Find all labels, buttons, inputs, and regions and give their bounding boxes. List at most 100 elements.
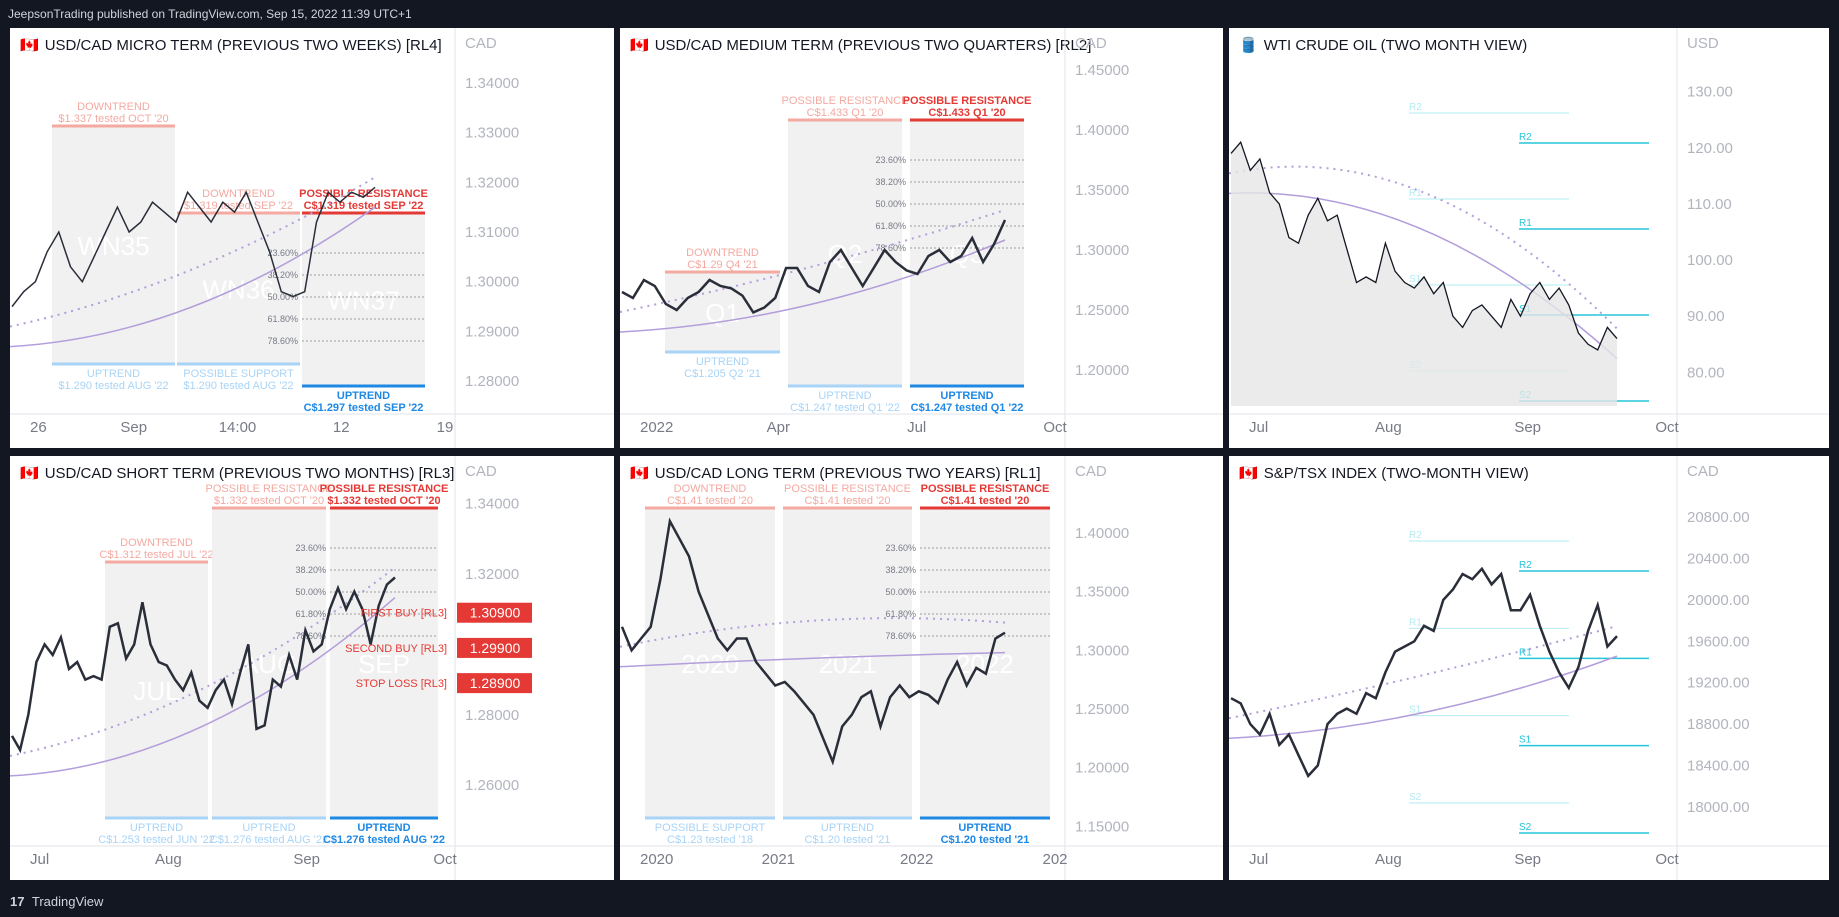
moving-average-dotted-line — [10, 176, 376, 328]
x-tick-label: 12 — [333, 419, 350, 436]
level-price-text: 1.29900 — [470, 640, 521, 656]
resistance-sub-label: $1.332 tested OCT '20 — [214, 495, 324, 507]
footer-brand[interactable]: TradingView — [31, 894, 104, 909]
fib-label: 23.60% — [267, 248, 298, 258]
moving-average-line — [10, 596, 396, 777]
support-label: POSSIBLE SUPPORT — [183, 368, 294, 380]
currency-label: CAD — [465, 463, 497, 480]
moving-average-line — [1229, 655, 1618, 739]
fib-label: 61.80% — [295, 609, 326, 619]
support-sub-label: $1.290 tested AUG '22 — [183, 380, 293, 392]
support-sub-label: C$1.297 tested SEP '22 — [304, 402, 424, 414]
x-tick-label: Sep — [1514, 851, 1541, 868]
zone-watermark: Q2 — [828, 239, 863, 269]
chart-title-text: USD/CAD SHORT TERM (PREVIOUS TWO MONTHS)… — [44, 465, 455, 482]
chart-title-text: S&P/TSX INDEX (TWO-MONTH VIEW) — [1263, 465, 1529, 482]
fib-label: 23.60% — [875, 155, 906, 165]
resistance-label: DOWNTREND — [686, 247, 759, 259]
zone-watermark: WN36 — [202, 275, 274, 305]
price-line — [621, 219, 1007, 314]
resistance-sub-label: $1.337 tested OCT '20 — [58, 113, 168, 125]
oil-barrel-icon: 🛢️ — [1239, 37, 1258, 54]
level-price-text: 1.28900 — [470, 675, 521, 691]
x-tick-label: Jul — [1249, 851, 1268, 868]
support-label: UPTREND — [242, 822, 295, 834]
y-tick-label: 1.40000 — [1075, 525, 1129, 542]
support-sub-label: C$1.253 tested JUN '22 — [98, 834, 214, 846]
y-tick-label: 1.32000 — [465, 174, 519, 191]
x-tick-label: Aug — [155, 851, 182, 868]
chart-title-text: USD/CAD LONG TERM (PREVIOUS TWO YEARS) [… — [654, 465, 1041, 482]
y-tick-label: 20800.00 — [1687, 509, 1750, 526]
support-label: UPTREND — [87, 368, 140, 380]
y-tick-label: 1.31000 — [465, 224, 519, 241]
pivot-label-prev: S1 — [1409, 705, 1422, 716]
x-tick-label: Jul — [1249, 419, 1268, 436]
long-term-chart-panel[interactable]: 🇨🇦 USD/CAD LONG TERM (PREVIOUS TWO YEARS)… — [620, 456, 1223, 880]
y-tick-label: 20400.00 — [1687, 550, 1750, 567]
chart-title-text: USD/CAD MICRO TERM (PREVIOUS TWO WEEKS) … — [44, 37, 442, 54]
chart-title: 🇨🇦 USD/CAD SHORT TERM (PREVIOUS TWO MONTH… — [20, 464, 454, 482]
y-tick-label: 1.15000 — [1075, 818, 1129, 835]
support-sub-label: C$1.247 tested Q1 '22 — [911, 402, 1024, 414]
y-tick-label: 19200.00 — [1687, 675, 1750, 692]
y-tick-label: 80.00 — [1687, 364, 1725, 381]
level-price-badge — [457, 602, 532, 623]
y-tick-label: 100.00 — [1687, 252, 1733, 269]
y-tick-label: 1.34000 — [465, 496, 519, 513]
resistance-sub-label: C$1.433 Q1 '20 — [807, 107, 884, 119]
zone-watermark: 2021 — [819, 649, 877, 679]
x-tick-label: Sep — [1514, 419, 1541, 436]
x-tick-label: Oct — [1655, 419, 1679, 436]
x-tick-label: 2022 — [900, 851, 933, 868]
pivot-label: R1 — [1519, 218, 1532, 229]
moving-average-dotted-line — [10, 566, 396, 757]
y-tick-label: 1.20000 — [1075, 362, 1129, 379]
chart-title: 🇨🇦 USD/CAD MEDIUM TERM (PREVIOUS TWO QUAR… — [630, 36, 1091, 54]
y-tick-label: 1.29000 — [465, 323, 519, 340]
short-term-chart-panel[interactable]: 🇨🇦 USD/CAD SHORT TERM (PREVIOUS TWO MONTH… — [10, 456, 614, 880]
price-area — [1231, 142, 1617, 406]
zone-rect — [783, 508, 912, 818]
level-label: SECOND BUY [RL3] — [345, 643, 447, 655]
x-tick-label: 14:00 — [219, 419, 257, 436]
resistance-sub-label: C$1.319 tested SEP '22 — [304, 200, 424, 212]
y-tick-label: 1.30000 — [1075, 242, 1129, 259]
fib-label: 38.20% — [875, 177, 906, 187]
fib-label: 23.60% — [295, 543, 326, 553]
level-price-text: 1.30900 — [470, 605, 521, 621]
publisher-bar: JeepsonTrading published on TradingView.… — [0, 0, 1839, 28]
fib-label: 38.20% — [885, 565, 916, 575]
resistance-label: DOWNTREND — [77, 101, 150, 113]
resistance-label: POSSIBLE RESISTANCE — [921, 483, 1050, 495]
y-tick-label: 1.32000 — [465, 566, 519, 583]
fib-label: 50.00% — [295, 587, 326, 597]
fib-label: 78.60% — [885, 631, 916, 641]
chart-title: 🇨🇦 USD/CAD MICRO TERM (PREVIOUS TWO WEEKS… — [20, 36, 442, 54]
medium-term-chart-panel[interactable]: 🇨🇦 USD/CAD MEDIUM TERM (PREVIOUS TWO QUAR… — [620, 28, 1223, 448]
x-tick-label: Sep — [293, 851, 320, 868]
x-tick-label: 26 — [30, 419, 47, 436]
fib-label: 61.80% — [267, 314, 298, 324]
resistance-label: POSSIBLE RESISTANCE — [299, 188, 428, 200]
y-tick-label: 1.25000 — [1075, 701, 1129, 718]
pivot-label-prev: R1 — [1409, 617, 1422, 628]
y-tick-label: 1.28000 — [465, 373, 519, 390]
support-label: POSSIBLE SUPPORT — [655, 822, 766, 834]
fib-label: 61.80% — [875, 221, 906, 231]
publisher-text: JeepsonTrading published on TradingView.… — [8, 7, 412, 21]
zone-rect — [920, 508, 1050, 818]
chart-svg: CAD 1.45000 1.40000 1.35000 1.30000 1.25000 1.… — [620, 28, 1223, 448]
x-tick-label: 19 — [437, 419, 454, 436]
pivot-label-prev: R2 — [1409, 102, 1422, 113]
x-tick-label: Oct — [1655, 851, 1679, 868]
y-tick-label: 120.00 — [1687, 140, 1733, 157]
micro-term-chart-panel[interactable]: 🇨🇦 USD/CAD MICRO TERM (PREVIOUS TWO WEEKS… — [10, 28, 614, 448]
wti-crude-chart-panel[interactable]: 🛢️ WTI CRUDE OIL (TWO MONTH VIEW) USD 130.0… — [1229, 28, 1829, 448]
tsx-index-chart-panel[interactable]: 🇨🇦 S&P/TSX INDEX (TWO-MONTH VIEW) CAD 20800… — [1229, 456, 1829, 880]
footer-bar: 17 TradingView — [0, 886, 1839, 917]
chart-svg: CAD 1.40000 1.35000 1.30000 1.25000 1.20000 1.… — [620, 456, 1223, 880]
zone-rect — [105, 562, 208, 818]
canada-flag-icon: 🇨🇦 — [20, 465, 39, 482]
chart-title: 🇨🇦 S&P/TSX INDEX (TWO-MONTH VIEW) — [1239, 464, 1529, 482]
